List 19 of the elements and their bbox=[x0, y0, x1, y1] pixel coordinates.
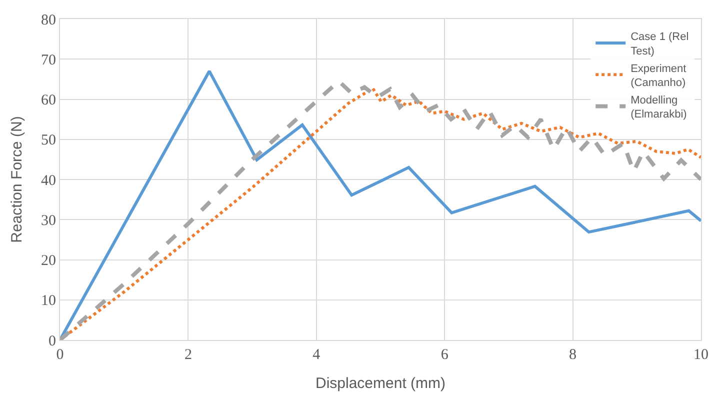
x-tick-label: 4 bbox=[312, 347, 321, 363]
x-tick-label: 6 bbox=[440, 347, 449, 363]
y-tick-label: 0 bbox=[48, 333, 56, 350]
y-tick-label: 30 bbox=[41, 212, 56, 229]
x-tick-label: 10 bbox=[694, 347, 708, 363]
legend-label: Experiment (Camanho) bbox=[630, 62, 686, 90]
y-tick-label: 60 bbox=[41, 92, 56, 108]
legend-label: Modelling (Elmarakbi) bbox=[630, 94, 687, 121]
legend-label: Case 1 (Rel Test) bbox=[630, 31, 689, 58]
y-tick-label: 50 bbox=[41, 132, 56, 149]
x-tick-label: 8 bbox=[569, 347, 577, 363]
y-tick-label: 40 bbox=[41, 172, 56, 189]
y-tick-label: 20 bbox=[41, 253, 56, 269]
x-axis-title: Displacement (mm) bbox=[315, 375, 446, 392]
y-tick-label: 80 bbox=[41, 12, 56, 28]
y-tick-label: 70 bbox=[41, 52, 56, 68]
y-tick-label: 10 bbox=[41, 293, 56, 310]
y-axis-title: Reaction Force (N) bbox=[8, 116, 26, 243]
x-tick-label: 2 bbox=[184, 347, 192, 363]
